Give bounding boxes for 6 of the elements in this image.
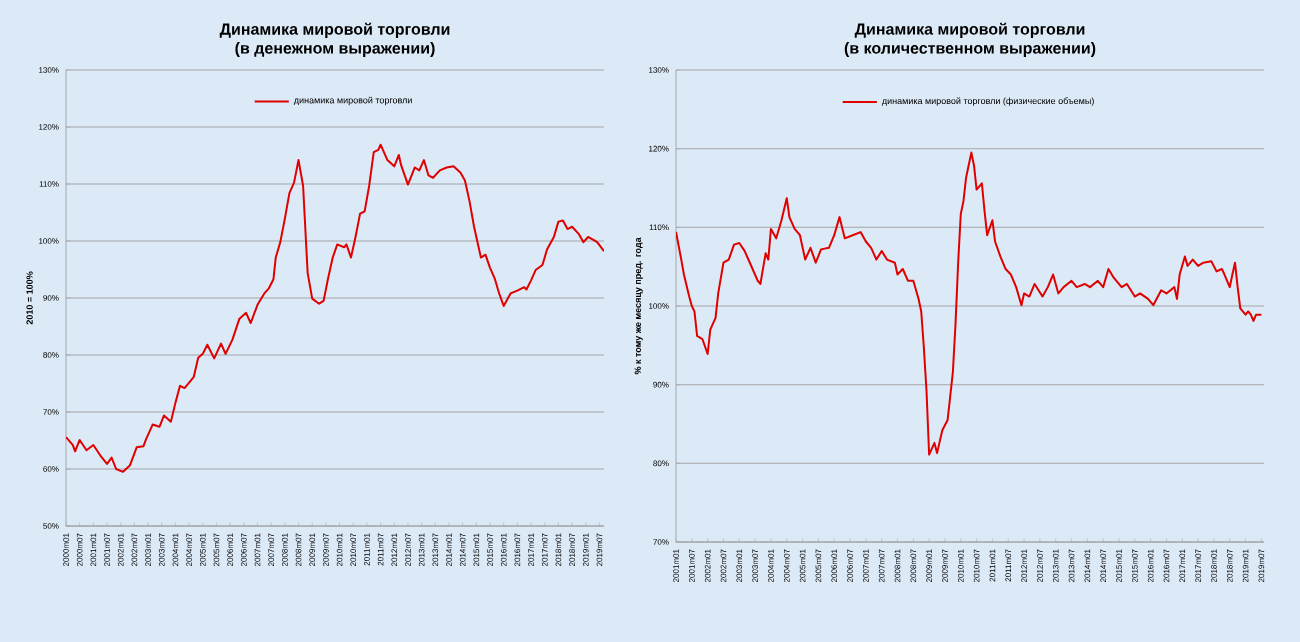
chart-subtitle: (в денежном выражении) — [235, 42, 435, 57]
chart-subtitle: (в количественном выражении) — [844, 42, 1096, 57]
line-series — [676, 151, 1263, 456]
line-series — [66, 143, 604, 473]
chart-title: Динамика мировой торговли — [854, 22, 1085, 38]
chart-title: Динамика мировой торговли — [219, 22, 450, 38]
